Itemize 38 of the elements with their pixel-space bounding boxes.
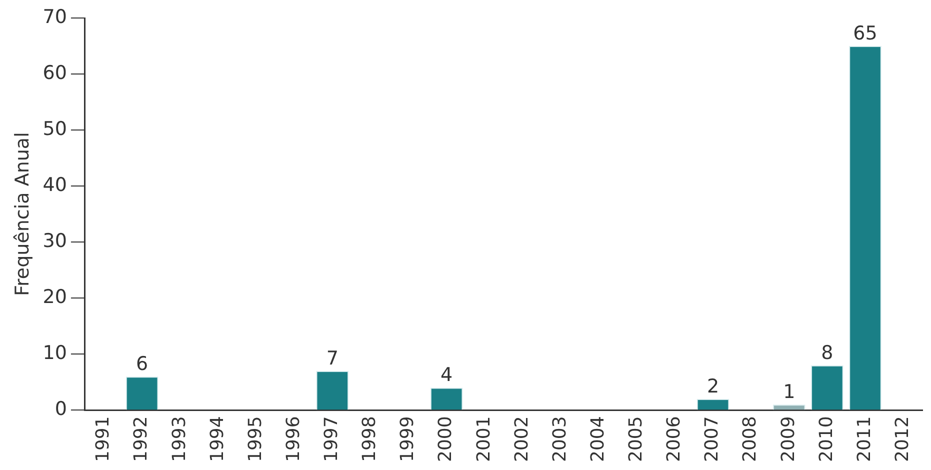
x-tick-label: 2011 — [854, 416, 875, 462]
y-tick-label: 0 — [54, 398, 67, 420]
x-tick-label: 2006 — [664, 416, 685, 462]
y-tick-label: 60 — [42, 62, 67, 84]
y-tick-label: 70 — [42, 6, 67, 28]
x-tick-label: 2000 — [435, 416, 456, 462]
x-tick-label: 1993 — [168, 416, 190, 462]
x-tick-label: 2004 — [587, 416, 608, 462]
y-tick-label: 30 — [42, 230, 67, 252]
x-tick-label: 1991 — [92, 416, 114, 462]
x-tick-label: 1995 — [244, 416, 266, 462]
data-label: 6 — [136, 353, 148, 376]
x-tick-label: 2008 — [740, 416, 761, 462]
x-tick-label: 1998 — [359, 416, 380, 462]
x-tick-label: 1994 — [206, 416, 228, 462]
y-tick-label: 20 — [42, 286, 67, 308]
data-label: 1 — [783, 381, 796, 404]
x-tick-label: 2003 — [549, 416, 570, 462]
x-tick-label: 2007 — [702, 416, 723, 462]
x-tick-label: 2012 — [892, 416, 913, 462]
y-tick-label: 50 — [42, 118, 67, 140]
data-label: 2 — [706, 375, 720, 398]
data-label: 8 — [821, 342, 834, 364]
x-tick-label: 1996 — [282, 416, 304, 462]
y-tick-label: 40 — [42, 174, 67, 196]
x-tick-label: 2009 — [778, 416, 799, 462]
data-label: 4 — [440, 364, 453, 386]
x-tick-label: 1992 — [130, 416, 152, 462]
x-tick-label: 1997 — [321, 416, 342, 462]
x-tick-label: 2010 — [816, 416, 837, 462]
y-axis-title: Frequência Anual — [11, 132, 34, 296]
data-label: 65 — [853, 22, 878, 44]
x-tick-label: 2005 — [626, 416, 647, 462]
x-tick-label: 2001 — [473, 416, 494, 462]
x-tick-label: 1999 — [397, 416, 418, 462]
x-tick-label: 2002 — [511, 416, 532, 462]
y-tick-label: 10 — [42, 342, 67, 364]
data-label: 7 — [326, 347, 338, 370]
